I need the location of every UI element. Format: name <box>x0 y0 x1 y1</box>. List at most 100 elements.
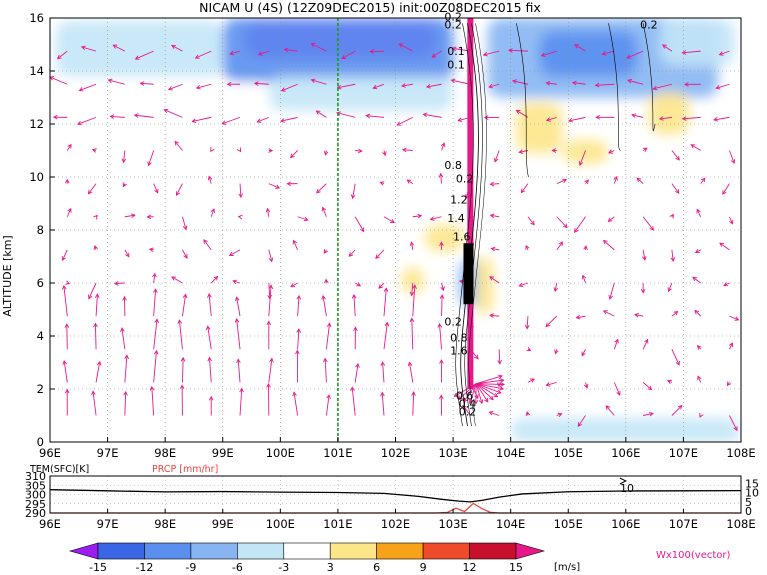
contour-labels: 0.20.10.10.20.80.21.21.41.60.20.81.60.60… <box>444 11 657 419</box>
contour-path <box>455 23 474 427</box>
y-tick-label: 16 <box>29 11 44 25</box>
y-tick-label: 4 <box>37 329 44 343</box>
wind-vector <box>221 116 241 125</box>
wind-vector <box>336 111 356 118</box>
wind-vector <box>642 382 653 391</box>
wind-vector <box>354 282 362 287</box>
wind-vector <box>297 216 309 222</box>
wind-vector <box>411 391 416 416</box>
wind-vector <box>350 386 356 416</box>
wind-vector <box>440 282 445 292</box>
wind-vector <box>207 293 212 317</box>
wind-vector <box>182 216 188 231</box>
wind-vector <box>527 378 535 383</box>
y-tick-label: 2 <box>37 382 44 396</box>
wind-vector <box>489 213 500 219</box>
colorbar-segment <box>190 542 238 560</box>
wind-vector <box>671 150 680 161</box>
wind-vector <box>556 178 568 185</box>
wind-vector <box>124 354 129 383</box>
wind-vector <box>88 282 97 300</box>
wind-vector <box>256 116 269 123</box>
wind-shade-patch <box>539 31 638 77</box>
wind-vector <box>681 50 701 55</box>
wind-vector <box>280 83 298 92</box>
colorbar-tick-label: 9 <box>420 561 427 574</box>
wind-vector <box>690 144 701 151</box>
wind-vector <box>440 142 446 151</box>
wind-vector <box>450 78 471 85</box>
wind-vector <box>594 82 615 88</box>
x-tick-label: 102E <box>381 446 410 460</box>
wind-vector <box>631 113 644 118</box>
wind-vector <box>61 284 68 317</box>
wind-vector <box>476 378 505 385</box>
y-axis-label: ALTITUDE [km] <box>1 235 14 316</box>
x-tick-label: 105E <box>554 446 583 460</box>
wind-vector <box>354 216 365 233</box>
wind-vector <box>236 147 242 153</box>
wind-vector <box>662 44 673 52</box>
wind-vector <box>595 114 615 120</box>
wind-vector <box>728 342 734 350</box>
wind-shade-patch <box>50 320 143 382</box>
wind-vector <box>91 148 97 153</box>
chart-title: NICAM U (4S) (12Z09DEC2015) init:00Z08DE… <box>199 0 541 15</box>
wind-vector <box>107 78 125 85</box>
contour-label: 0.8 <box>444 159 462 172</box>
wind-vector <box>76 116 97 126</box>
colorbar: -15 -12 -9 -6 -3 3 6 9 12 15 <box>68 542 546 574</box>
wind-vector <box>321 294 327 317</box>
wind-vector <box>266 320 272 350</box>
wind-vector <box>238 183 243 199</box>
wind-vector <box>608 282 615 300</box>
wind-vector <box>268 183 281 189</box>
wind-vector <box>210 275 219 284</box>
wind-vector <box>489 276 500 284</box>
wind-vector <box>396 116 413 126</box>
colorbar-segment <box>469 542 517 560</box>
wind-vector <box>181 293 188 317</box>
wind-vector <box>109 114 125 119</box>
colorbar-min-arrow <box>68 542 99 560</box>
wind-vector <box>669 213 674 219</box>
wind-vector <box>476 382 506 387</box>
wind-vector <box>642 338 649 350</box>
surface-left-tick-label: 290 <box>25 507 46 520</box>
colorbar-tick-label: -12 <box>135 561 153 574</box>
wind-vector <box>91 390 97 416</box>
contour-label: 0.1 <box>447 58 465 71</box>
surface-temperature-line <box>49 489 742 503</box>
wind-vector <box>268 357 274 383</box>
surface-left-tick-label: 295 <box>25 498 46 511</box>
wind-vector <box>422 112 442 118</box>
wind-vector <box>146 214 154 220</box>
wind-vector <box>556 241 564 251</box>
wind-shade-patch <box>516 102 563 154</box>
wind-vector <box>575 314 586 320</box>
wind-vector <box>476 383 505 391</box>
wind-vector <box>729 315 740 321</box>
wind-vector <box>634 312 644 318</box>
wind-shade-patch <box>268 76 454 111</box>
wind-vector <box>153 183 159 194</box>
y-tick-label: 6 <box>37 276 44 290</box>
wind-vector <box>383 321 390 350</box>
wind-vector <box>671 404 683 416</box>
colorbar-segment <box>376 542 424 560</box>
wind-vector <box>191 116 212 124</box>
wind-vector <box>121 150 127 164</box>
wind-vector <box>93 214 98 220</box>
wind-shade-patch <box>476 256 494 315</box>
contour-label: 1.6 <box>453 231 471 244</box>
wind-vector <box>171 276 183 284</box>
wind-vector <box>336 83 356 90</box>
wind-vector <box>383 216 395 224</box>
wind-vector <box>194 50 212 59</box>
wind-vector <box>295 349 300 383</box>
wind-vector <box>545 315 558 328</box>
wind-vector <box>268 148 274 153</box>
wind-vector <box>383 287 389 317</box>
wind-vector <box>636 177 644 184</box>
